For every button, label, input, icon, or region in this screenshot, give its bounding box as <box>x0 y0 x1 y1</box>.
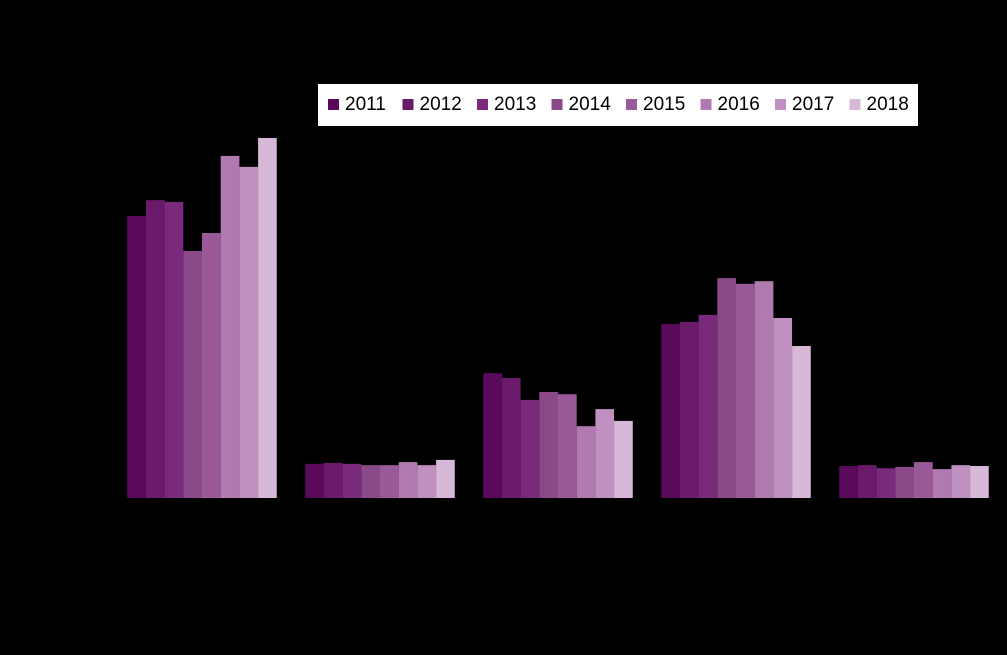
bar <box>183 250 202 498</box>
bar <box>361 465 380 498</box>
bar <box>342 463 362 498</box>
bar <box>717 278 736 498</box>
bar <box>380 465 399 498</box>
bar <box>501 377 521 498</box>
bar <box>773 317 793 498</box>
bar <box>754 281 774 498</box>
bar <box>145 200 165 498</box>
legend-swatch <box>775 99 786 110</box>
bar <box>736 283 755 498</box>
legend-label: 2017 <box>792 94 834 115</box>
bar <box>539 392 558 498</box>
bar <box>258 137 277 499</box>
bar <box>661 324 680 498</box>
bar <box>614 420 633 498</box>
legend-label: 2016 <box>718 94 760 115</box>
bar <box>305 463 324 498</box>
bar <box>951 465 971 498</box>
legend-swatch <box>626 99 637 110</box>
legend-box <box>318 84 918 126</box>
bar <box>857 465 877 498</box>
legend-label: 2018 <box>867 94 909 115</box>
bar <box>932 469 952 498</box>
bar <box>483 373 502 498</box>
bar <box>698 314 718 498</box>
bar <box>239 166 259 498</box>
bar <box>895 466 914 498</box>
bar <box>202 233 221 498</box>
bar <box>792 346 811 498</box>
legend-label: 2011 <box>345 94 386 115</box>
bar <box>679 321 699 498</box>
bar <box>558 394 577 498</box>
legend-swatch <box>700 99 712 110</box>
bar <box>520 399 540 498</box>
bar <box>595 409 615 498</box>
bar <box>417 465 437 498</box>
legend-label: 2015 <box>643 94 685 115</box>
bar <box>970 466 989 498</box>
bar <box>876 468 896 498</box>
bar <box>220 155 240 498</box>
bar <box>164 201 184 499</box>
legend-swatch <box>849 99 861 110</box>
legend-label: 2013 <box>494 94 536 115</box>
bar <box>914 462 933 498</box>
legend-label: 2014 <box>569 94 612 115</box>
legend-swatch <box>402 99 414 110</box>
bar <box>839 466 858 498</box>
bar <box>398 462 418 498</box>
bar <box>323 462 343 498</box>
legend-label: 2012 <box>420 94 462 115</box>
legend-swatch <box>551 99 563 110</box>
bar <box>576 426 596 498</box>
legend-swatch <box>477 99 488 110</box>
bar <box>436 459 455 498</box>
legend-swatch <box>328 99 339 110</box>
bar <box>127 215 146 499</box>
